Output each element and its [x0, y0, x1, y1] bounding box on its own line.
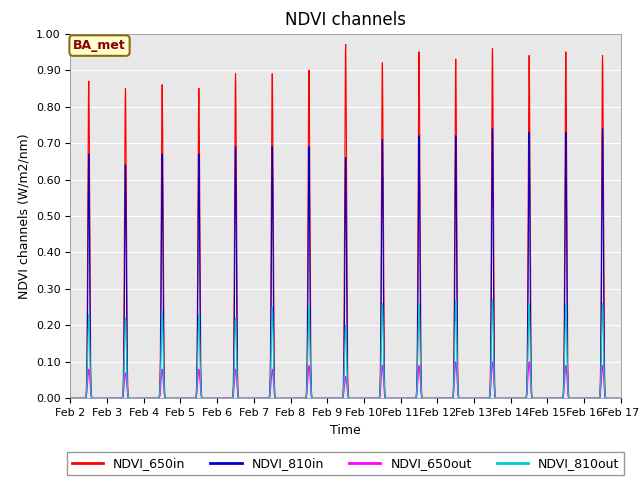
NDVI_810out: [179, 396, 186, 401]
NDVI_650out: [617, 396, 625, 401]
NDVI_650out: [500, 396, 508, 401]
Line: NDVI_650in: NDVI_650in: [70, 45, 621, 398]
NDVI_650in: [422, 396, 429, 401]
NDVI_650in: [184, 396, 192, 401]
NDVI_650in: [179, 396, 186, 401]
Line: NDVI_810in: NDVI_810in: [70, 129, 621, 398]
Legend: NDVI_650in, NDVI_810in, NDVI_650out, NDVI_810out: NDVI_650in, NDVI_810in, NDVI_650out, NDV…: [67, 452, 625, 475]
NDVI_810in: [488, 126, 496, 132]
NDVI_810out: [422, 396, 429, 401]
NDVI_810out: [273, 396, 280, 401]
NDVI_810out: [67, 396, 74, 401]
NDVI_810in: [615, 396, 623, 401]
NDVI_810in: [500, 396, 508, 401]
NDVI_810in: [422, 396, 429, 401]
NDVI_810out: [500, 396, 508, 401]
NDVI_650in: [500, 396, 508, 401]
NDVI_650in: [617, 396, 625, 401]
NDVI_810in: [67, 396, 74, 401]
NDVI_810in: [273, 396, 280, 401]
NDVI_650in: [342, 42, 349, 48]
NDVI_810in: [179, 396, 186, 401]
NDVI_650out: [273, 396, 280, 401]
NDVI_650in: [67, 396, 74, 401]
Line: NDVI_650out: NDVI_650out: [70, 362, 621, 398]
Text: BA_met: BA_met: [73, 39, 126, 52]
NDVI_810out: [452, 297, 460, 303]
NDVI_650out: [184, 396, 192, 401]
NDVI_650in: [615, 396, 623, 401]
NDVI_810out: [184, 396, 192, 401]
Y-axis label: NDVI channels (W/m2/nm): NDVI channels (W/m2/nm): [17, 133, 30, 299]
NDVI_810in: [617, 396, 625, 401]
NDVI_650out: [422, 396, 429, 401]
NDVI_650in: [273, 396, 280, 401]
NDVI_650out: [179, 396, 186, 401]
NDVI_810in: [184, 396, 192, 401]
Title: NDVI channels: NDVI channels: [285, 11, 406, 29]
Line: NDVI_810out: NDVI_810out: [70, 300, 621, 398]
X-axis label: Time: Time: [330, 424, 361, 437]
NDVI_810out: [615, 396, 623, 401]
NDVI_650out: [67, 396, 74, 401]
NDVI_810out: [617, 396, 625, 401]
NDVI_650out: [615, 396, 623, 401]
NDVI_650out: [452, 359, 460, 365]
